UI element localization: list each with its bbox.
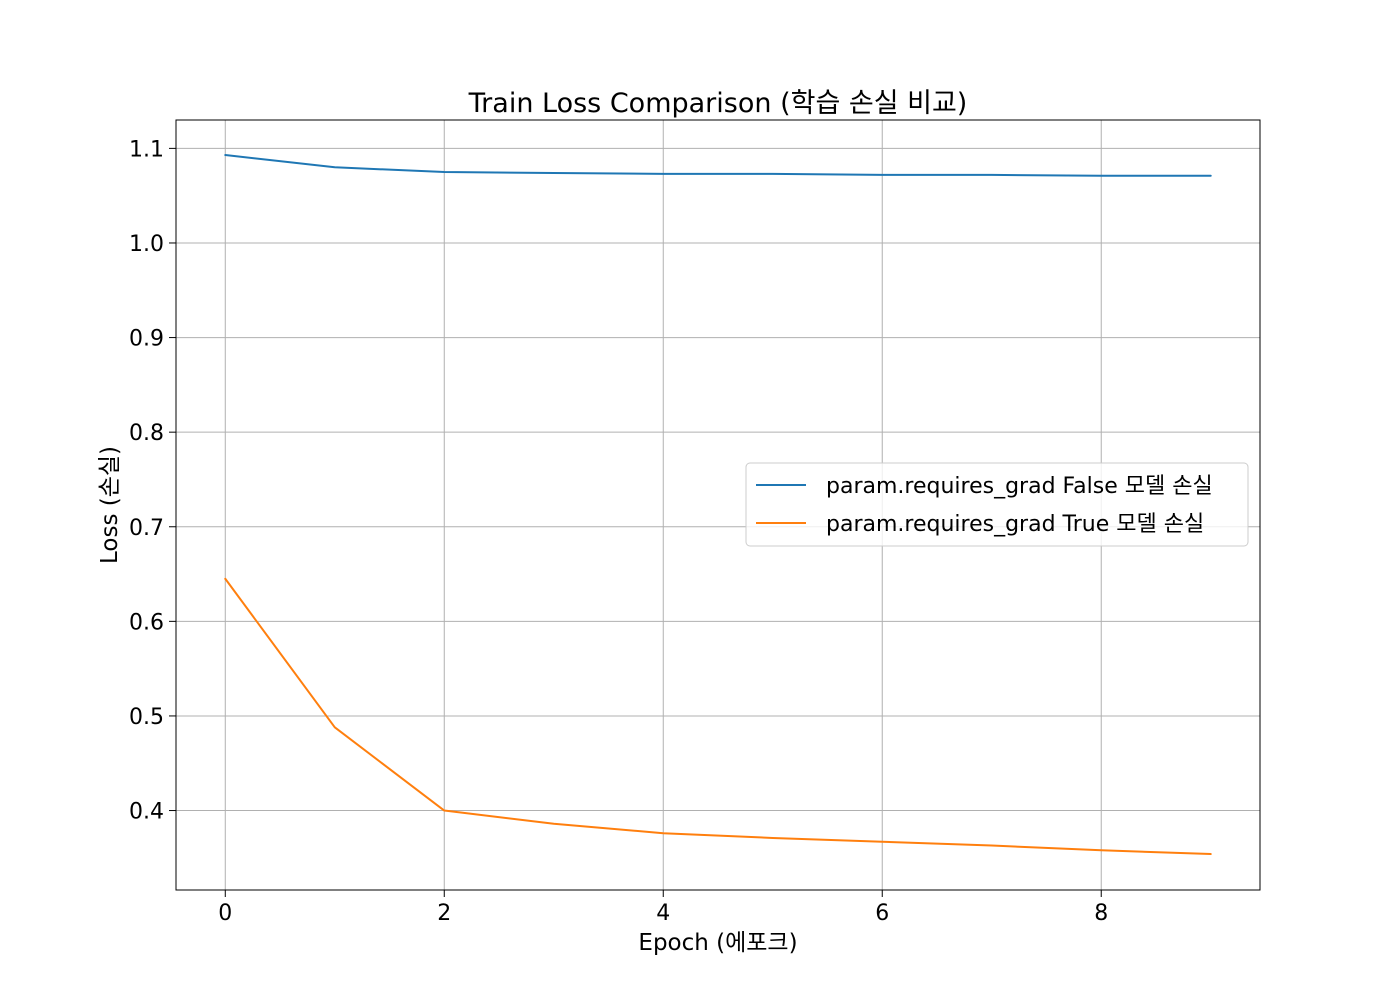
plot-frame [175, 119, 1261, 891]
x-tick-label: 6 [875, 901, 889, 926]
series-lines [224, 154, 1212, 856]
legend-label: param.requires_grad True 모델 손실 [826, 512, 1204, 537]
x-tick-label: 8 [1094, 901, 1108, 926]
y-tick-label: 1.0 [129, 232, 164, 257]
x-axis-title: Epoch (에포크) [638, 930, 797, 956]
y-tick-label: 0.5 [129, 705, 164, 730]
x-tick-label: 2 [437, 901, 451, 926]
y-tick-label: 0.8 [129, 421, 164, 446]
legend: param.requires_grad False 모델 손실 param.req… [745, 462, 1249, 547]
chart-title: Train Loss Comparison (학습 손실 비교) [468, 88, 968, 119]
legend-box [745, 462, 1249, 547]
y-tick-label: 0.6 [129, 610, 164, 635]
axis-ticks: 0 2 4 6 8 0.4 0.5 0.6 0.7 0.8 0.9 1.0 1.1 [129, 137, 1108, 926]
series-line-1 [224, 154, 1212, 177]
y-tick-label: 1.1 [129, 137, 164, 162]
y-tick-label: 0.9 [129, 327, 164, 352]
y-tick-label: 0.7 [129, 516, 164, 541]
grid [176, 120, 1260, 890]
x-tick-label: 0 [218, 901, 232, 926]
y-axis-title: Loss (손실) [97, 446, 123, 564]
legend-label: param.requires_grad False 모델 손실 [826, 474, 1213, 499]
series-line-2 [224, 577, 1212, 856]
y-tick-label: 0.4 [129, 800, 164, 825]
x-tick-label: 4 [656, 901, 670, 926]
